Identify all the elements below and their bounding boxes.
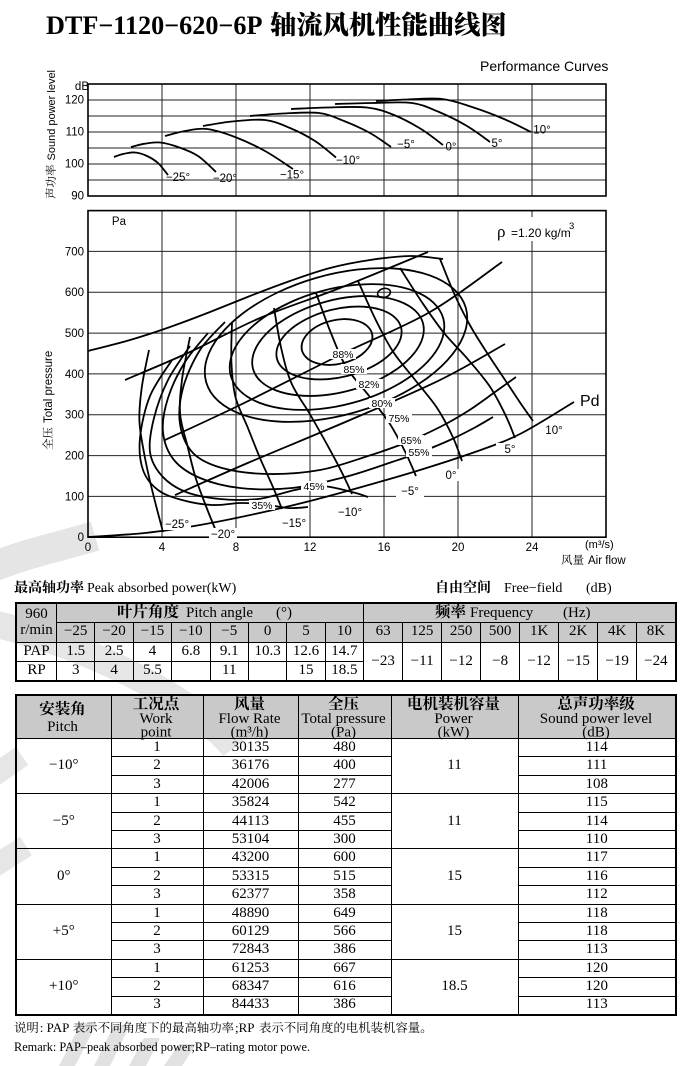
svg-text:55%: 55%: [408, 447, 429, 459]
svg-text:65%: 65%: [400, 435, 421, 447]
svg-text:(kW): (kW): [438, 725, 470, 741]
svg-text:ρ: ρ: [497, 222, 505, 241]
svg-text:12: 12: [304, 542, 317, 554]
svg-text:Total pressure: Total pressure: [301, 711, 386, 727]
svg-text:Free−field: Free−field: [504, 581, 562, 596]
svg-text:−5°: −5°: [401, 486, 419, 498]
svg-text:Pa: Pa: [112, 216, 127, 228]
svg-text:: PAP: : PAP: [40, 1020, 70, 1035]
svg-text:(°): (°): [276, 605, 292, 621]
svg-text:120: 120: [65, 95, 84, 107]
svg-text:Sound power level: Sound power level: [540, 711, 652, 727]
svg-text:−10°: −10°: [336, 155, 360, 167]
svg-text:88%: 88%: [332, 349, 353, 361]
svg-text:Sound power level: Sound power level: [46, 70, 58, 161]
svg-text:(dB): (dB): [582, 725, 610, 741]
svg-text:−10°: −10°: [338, 507, 362, 519]
svg-text:82%: 82%: [358, 379, 379, 391]
svg-text:100: 100: [65, 491, 84, 503]
svg-text:700: 700: [65, 246, 84, 258]
svg-text:point: point: [141, 725, 173, 741]
svg-text:90: 90: [71, 191, 84, 203]
svg-text:−25°: −25°: [165, 519, 189, 531]
svg-text:5°: 5°: [505, 444, 516, 456]
svg-text:dB: dB: [75, 81, 89, 93]
svg-text:(Pa): (Pa): [331, 725, 356, 741]
svg-text:110: 110: [66, 127, 84, 139]
svg-text:Pitch angle: Pitch angle: [186, 605, 253, 621]
svg-text:(m³/h): (m³/h): [231, 725, 269, 741]
svg-text:Power: Power: [434, 711, 472, 727]
svg-text:20: 20: [452, 542, 465, 554]
svg-text:Total pressure: Total pressure: [43, 351, 55, 423]
svg-text:80%: 80%: [371, 398, 392, 410]
svg-text:−20°: −20°: [211, 529, 235, 541]
svg-text:−15°: −15°: [280, 170, 304, 182]
svg-text:−20°: −20°: [213, 173, 237, 185]
svg-text:24: 24: [526, 542, 539, 554]
svg-text:8: 8: [233, 542, 239, 554]
svg-text:(dB): (dB): [586, 581, 612, 596]
svg-text:200: 200: [65, 451, 84, 463]
svg-text:3: 3: [569, 221, 574, 232]
svg-text:0: 0: [78, 532, 84, 544]
svg-text:Frequency: Frequency: [470, 605, 534, 621]
svg-text:(m³/s): (m³/s): [585, 539, 614, 551]
svg-text:35%: 35%: [251, 500, 272, 512]
svg-text:DTF−1120−620−6P: DTF−1120−620−6P: [46, 11, 262, 40]
svg-text:10°: 10°: [533, 125, 550, 137]
svg-text:(Hz): (Hz): [563, 605, 590, 621]
svg-text:−15°: −15°: [282, 518, 306, 530]
svg-text:5°: 5°: [492, 138, 503, 150]
svg-text:500: 500: [65, 328, 84, 340]
svg-text:75%: 75%: [388, 413, 409, 425]
svg-text:Flow Rate: Flow Rate: [218, 711, 280, 727]
svg-text:85%: 85%: [343, 364, 364, 376]
svg-text:600: 600: [65, 287, 84, 299]
svg-text:300: 300: [65, 410, 84, 422]
svg-text:Pitch: Pitch: [47, 719, 78, 735]
svg-text:10°: 10°: [545, 425, 562, 437]
svg-text:4: 4: [159, 542, 166, 554]
svg-text:0: 0: [85, 542, 91, 554]
svg-text:400: 400: [65, 369, 84, 381]
svg-text:Air flow: Air flow: [588, 555, 626, 567]
svg-text:16: 16: [378, 542, 391, 554]
svg-text:=1.20 kg/m: =1.20 kg/m: [511, 226, 571, 240]
svg-text:Peak absorbed power(kW): Peak absorbed power(kW): [87, 581, 237, 596]
svg-text:Pd: Pd: [580, 393, 600, 410]
svg-text:;RP: ;RP: [235, 1020, 255, 1035]
svg-text:0°: 0°: [446, 470, 457, 482]
svg-text:0°: 0°: [446, 142, 457, 154]
svg-text:45%: 45%: [303, 481, 324, 493]
svg-text:−25°: −25°: [166, 172, 190, 184]
svg-text:−5°: −5°: [397, 139, 415, 151]
svg-text:Work: Work: [140, 711, 173, 727]
svg-text:100: 100: [65, 159, 84, 171]
